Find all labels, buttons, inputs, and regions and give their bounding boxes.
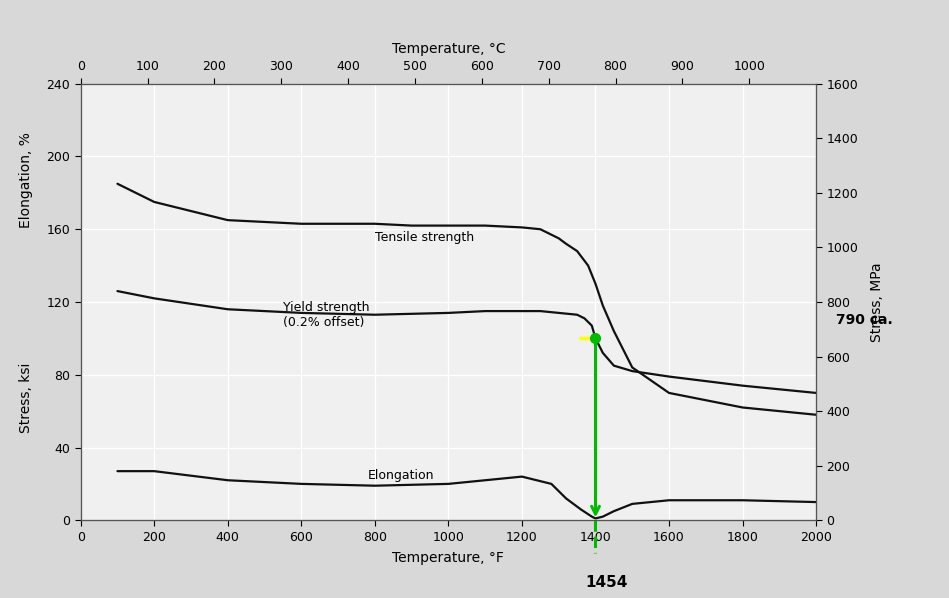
Text: Tensile strength: Tensile strength xyxy=(375,231,474,244)
Text: Elongation, %: Elongation, % xyxy=(18,132,32,228)
X-axis label: Temperature, °C: Temperature, °C xyxy=(392,42,505,56)
Y-axis label: Stress, MPa: Stress, MPa xyxy=(869,262,884,342)
Text: Yield strength
(0.2% offset): Yield strength (0.2% offset) xyxy=(283,301,369,329)
Text: 790 ca.: 790 ca. xyxy=(836,313,893,327)
Text: Stress, ksi: Stress, ksi xyxy=(18,363,32,433)
Text: Elongation: Elongation xyxy=(367,469,434,482)
Text: 1454: 1454 xyxy=(586,575,627,590)
X-axis label: Temperature, °F: Temperature, °F xyxy=(393,551,504,565)
